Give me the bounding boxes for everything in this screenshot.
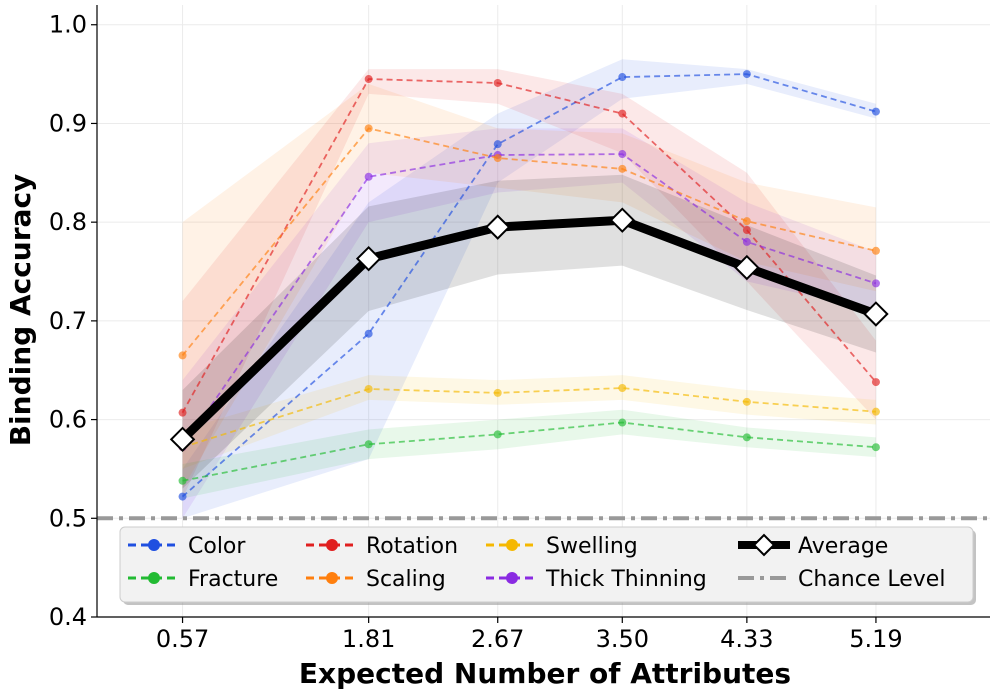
marker-rotation bbox=[493, 78, 502, 87]
legend-item-average: Average bbox=[738, 533, 888, 559]
x-tick-label: 2.67 bbox=[471, 625, 524, 653]
marker-swelling bbox=[493, 388, 502, 397]
legend-swatch-marker bbox=[148, 539, 160, 551]
marker-average bbox=[863, 301, 889, 327]
band-swelling bbox=[182, 375, 876, 469]
marker-scaling bbox=[871, 246, 880, 255]
line-swelling bbox=[182, 387, 876, 449]
marker-rotation bbox=[871, 378, 880, 387]
band-scaling bbox=[182, 83, 876, 489]
marker-scaling bbox=[364, 124, 373, 133]
marker-fracture bbox=[871, 443, 880, 452]
x-tick-label: 1.81 bbox=[342, 625, 395, 653]
marker-thick-thinning bbox=[742, 237, 751, 246]
line-thick-thinning bbox=[181, 153, 877, 448]
legend-swatch-marker bbox=[506, 539, 518, 551]
legend-label: Average bbox=[798, 534, 888, 559]
legend-swatch-marker bbox=[752, 533, 776, 557]
legend-swatch-marker bbox=[148, 572, 160, 584]
marker-scaling bbox=[742, 217, 751, 226]
legend-swatch-marker bbox=[326, 539, 338, 551]
legend-label: Scaling bbox=[366, 567, 446, 592]
marker-fracture bbox=[742, 433, 751, 442]
legend-item-color: Color bbox=[128, 534, 246, 559]
y-tick-label: 0.6 bbox=[49, 406, 87, 434]
marker-fracture bbox=[178, 476, 187, 485]
marker-color bbox=[364, 329, 373, 338]
marker-color bbox=[742, 70, 751, 79]
axes: 0.4 0.5 0.6 0.7 0.8 0.9 1.0 0.57 1.81 2.67 3.50 4.3… bbox=[49, 5, 990, 653]
marker-rotation bbox=[178, 408, 187, 417]
legend-label: Color bbox=[188, 534, 246, 559]
legend-label: Thick Thinning bbox=[545, 567, 707, 592]
line-average bbox=[179, 215, 878, 443]
marker-rotation bbox=[618, 109, 627, 118]
marker-swelling bbox=[618, 383, 627, 392]
line-rotation bbox=[181, 78, 877, 414]
y-tick-label: 0.8 bbox=[49, 208, 87, 236]
legend-label: Swelling bbox=[546, 534, 638, 559]
legend-label: Fracture bbox=[188, 567, 278, 592]
marker-color bbox=[871, 107, 880, 116]
marker-fracture bbox=[493, 430, 502, 439]
legend-label: Rotation bbox=[366, 534, 458, 559]
marker-rotation bbox=[364, 75, 373, 84]
band-color bbox=[182, 59, 876, 519]
y-tick-label: 0.5 bbox=[49, 504, 87, 532]
legend-item-chance-level: Chance Level bbox=[738, 567, 945, 592]
marker-color bbox=[618, 73, 627, 82]
marker-scaling bbox=[178, 351, 187, 360]
marker-fracture bbox=[618, 418, 627, 427]
x-tick-label: 4.33 bbox=[720, 625, 773, 653]
legend-swatch-marker bbox=[326, 572, 338, 584]
legend-item-rotation: Rotation bbox=[306, 534, 458, 559]
band-rotation bbox=[182, 69, 876, 499]
marker-thick-thinning bbox=[364, 172, 373, 181]
marker-swelling bbox=[364, 384, 373, 393]
marker-rotation bbox=[742, 226, 751, 235]
marker-color bbox=[178, 492, 187, 501]
marker-color bbox=[493, 140, 502, 149]
legend-item-scaling: Scaling bbox=[306, 567, 446, 592]
y-tick-label: 0.9 bbox=[49, 109, 87, 137]
legend: Color Rotation Swelling Average Fracture Scal… bbox=[119, 526, 976, 605]
marker-swelling bbox=[742, 397, 751, 406]
legend-swatch-marker bbox=[506, 572, 518, 584]
y-tick-label: 0.7 bbox=[49, 307, 87, 335]
marker-thick-thinning bbox=[618, 150, 627, 159]
x-tick-label: 5.19 bbox=[849, 625, 902, 653]
marker-average bbox=[484, 214, 511, 240]
marker-scaling bbox=[493, 154, 502, 162]
marker-average bbox=[169, 426, 196, 453]
legend-item-thick-thinning: Thick Thinning bbox=[486, 567, 707, 592]
band-thick-thinning bbox=[182, 128, 876, 519]
x-tick-label: 0.57 bbox=[156, 625, 209, 653]
marker-fracture bbox=[364, 440, 373, 449]
y-tick-label: 0.4 bbox=[49, 603, 87, 631]
marker-thick-thinning bbox=[871, 279, 880, 288]
line-fracture bbox=[182, 421, 876, 482]
line-color bbox=[181, 73, 877, 498]
series-lines bbox=[169, 70, 889, 501]
marker-swelling bbox=[871, 407, 880, 416]
line-scaling bbox=[181, 127, 877, 356]
x-tick-label: 3.50 bbox=[596, 625, 649, 653]
legend-item-swelling: Swelling bbox=[486, 534, 638, 559]
y-axis-title: Binding Accuracy bbox=[4, 174, 37, 447]
marker-average bbox=[734, 254, 760, 281]
marker-average bbox=[355, 245, 382, 272]
marker-scaling bbox=[618, 164, 627, 173]
legend-label: Chance Level bbox=[798, 567, 945, 592]
y-tick-label: 1.0 bbox=[49, 11, 87, 39]
marker-average bbox=[609, 207, 636, 233]
x-axis-title: Expected Number of Attributes bbox=[299, 657, 791, 690]
legend-item-fracture: Fracture bbox=[128, 567, 278, 592]
